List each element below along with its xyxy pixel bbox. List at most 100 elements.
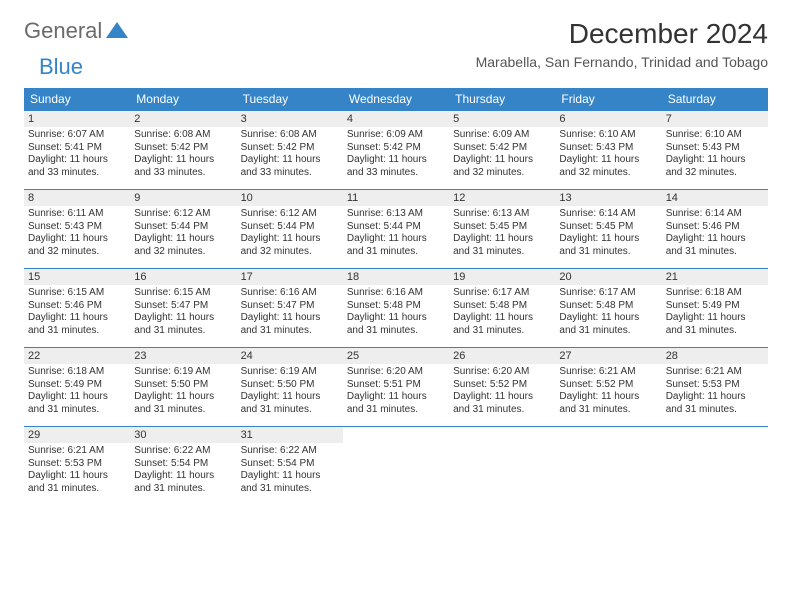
sunset-line: Sunset: 5:48 PM — [559, 300, 657, 313]
daylight-line: Daylight: 11 hours and 31 minutes. — [347, 391, 445, 416]
day-cell: 21Sunrise: 6:18 AMSunset: 5:49 PMDayligh… — [662, 269, 768, 347]
logo-text-2: Blue — [39, 54, 83, 80]
day-cell: 26Sunrise: 6:20 AMSunset: 5:52 PMDayligh… — [449, 348, 555, 426]
daylight-line: Daylight: 11 hours and 31 minutes. — [241, 312, 339, 337]
sunset-line: Sunset: 5:46 PM — [666, 221, 764, 234]
daylight-line: Daylight: 11 hours and 32 minutes. — [134, 233, 232, 258]
day-number: 30 — [130, 427, 236, 443]
daylight-line: Daylight: 11 hours and 31 minutes. — [28, 312, 126, 337]
sunrise-line: Sunrise: 6:20 AM — [453, 366, 551, 379]
sunset-line: Sunset: 5:52 PM — [559, 379, 657, 392]
weekday-tuesday: Tuesday — [237, 88, 343, 110]
sunrise-line: Sunrise: 6:20 AM — [347, 366, 445, 379]
sunrise-line: Sunrise: 6:16 AM — [241, 287, 339, 300]
day-number: 7 — [662, 111, 768, 127]
daylight-line: Daylight: 11 hours and 33 minutes. — [134, 154, 232, 179]
weekday-sunday: Sunday — [24, 88, 130, 110]
day-cell: 8Sunrise: 6:11 AMSunset: 5:43 PMDaylight… — [24, 190, 130, 268]
day-cell: 19Sunrise: 6:17 AMSunset: 5:48 PMDayligh… — [449, 269, 555, 347]
sunrise-line: Sunrise: 6:22 AM — [241, 445, 339, 458]
day-cell — [449, 427, 555, 505]
day-cell — [555, 427, 661, 505]
day-cell: 15Sunrise: 6:15 AMSunset: 5:46 PMDayligh… — [24, 269, 130, 347]
logo: General — [24, 18, 128, 44]
weekday-saturday: Saturday — [662, 88, 768, 110]
day-cell: 3Sunrise: 6:08 AMSunset: 5:42 PMDaylight… — [237, 111, 343, 189]
weekday-header-row: SundayMondayTuesdayWednesdayThursdayFrid… — [24, 88, 768, 110]
daylight-line: Daylight: 11 hours and 32 minutes. — [28, 233, 126, 258]
sunset-line: Sunset: 5:42 PM — [134, 142, 232, 155]
day-cell: 30Sunrise: 6:22 AMSunset: 5:54 PMDayligh… — [130, 427, 236, 505]
day-number: 29 — [24, 427, 130, 443]
day-number: 3 — [237, 111, 343, 127]
daylight-line: Daylight: 11 hours and 31 minutes. — [347, 233, 445, 258]
sunrise-line: Sunrise: 6:17 AM — [559, 287, 657, 300]
day-cell: 28Sunrise: 6:21 AMSunset: 5:53 PMDayligh… — [662, 348, 768, 426]
day-cell: 29Sunrise: 6:21 AMSunset: 5:53 PMDayligh… — [24, 427, 130, 505]
sunset-line: Sunset: 5:54 PM — [241, 458, 339, 471]
day-cell — [343, 427, 449, 505]
day-number: 12 — [449, 190, 555, 206]
daylight-line: Daylight: 11 hours and 31 minutes. — [347, 312, 445, 337]
logo-triangle-icon — [106, 18, 128, 44]
sunset-line: Sunset: 5:49 PM — [666, 300, 764, 313]
sunrise-line: Sunrise: 6:15 AM — [134, 287, 232, 300]
daylight-line: Daylight: 11 hours and 33 minutes. — [28, 154, 126, 179]
day-number: 10 — [237, 190, 343, 206]
daylight-line: Daylight: 11 hours and 33 minutes. — [347, 154, 445, 179]
sunset-line: Sunset: 5:42 PM — [241, 142, 339, 155]
day-number: 17 — [237, 269, 343, 285]
sunrise-line: Sunrise: 6:16 AM — [347, 287, 445, 300]
week-row: 22Sunrise: 6:18 AMSunset: 5:49 PMDayligh… — [24, 347, 768, 426]
sunset-line: Sunset: 5:46 PM — [28, 300, 126, 313]
daylight-line: Daylight: 11 hours and 31 minutes. — [666, 233, 764, 258]
sunrise-line: Sunrise: 6:21 AM — [559, 366, 657, 379]
day-number: 8 — [24, 190, 130, 206]
sunset-line: Sunset: 5:47 PM — [241, 300, 339, 313]
sunset-line: Sunset: 5:41 PM — [28, 142, 126, 155]
day-cell: 6Sunrise: 6:10 AMSunset: 5:43 PMDaylight… — [555, 111, 661, 189]
sunset-line: Sunset: 5:52 PM — [453, 379, 551, 392]
sunset-line: Sunset: 5:43 PM — [559, 142, 657, 155]
day-cell: 7Sunrise: 6:10 AMSunset: 5:43 PMDaylight… — [662, 111, 768, 189]
weekday-friday: Friday — [555, 88, 661, 110]
sunset-line: Sunset: 5:50 PM — [241, 379, 339, 392]
daylight-line: Daylight: 11 hours and 31 minutes. — [28, 470, 126, 495]
sunset-line: Sunset: 5:51 PM — [347, 379, 445, 392]
sunset-line: Sunset: 5:44 PM — [241, 221, 339, 234]
day-cell: 14 Sunrise: 6:14 AMSunset: 5:46 PMDayligh… — [662, 190, 768, 268]
day-number: 26 — [449, 348, 555, 364]
day-cell: 12Sunrise: 6:13 AMSunset: 5:45 PMDayligh… — [449, 190, 555, 268]
daylight-line: Daylight: 11 hours and 31 minutes. — [28, 391, 126, 416]
sunset-line: Sunset: 5:47 PM — [134, 300, 232, 313]
day-cell: 13Sunrise: 6:14 AMSunset: 5:45 PMDayligh… — [555, 190, 661, 268]
day-cell: 16Sunrise: 6:15 AMSunset: 5:47 PMDayligh… — [130, 269, 236, 347]
daylight-line: Daylight: 11 hours and 31 minutes. — [666, 391, 764, 416]
sunset-line: Sunset: 5:44 PM — [347, 221, 445, 234]
day-number: 18 — [343, 269, 449, 285]
calendar: SundayMondayTuesdayWednesdayThursdayFrid… — [24, 88, 768, 505]
sunset-line: Sunset: 5:43 PM — [666, 142, 764, 155]
sunrise-line: Sunrise: 6:07 AM — [28, 129, 126, 142]
day-number: 23 — [130, 348, 236, 364]
day-cell: 27Sunrise: 6:21 AMSunset: 5:52 PMDayligh… — [555, 348, 661, 426]
day-cell: 5Sunrise: 6:09 AMSunset: 5:42 PMDaylight… — [449, 111, 555, 189]
calendar-body: 1Sunrise: 6:07 AMSunset: 5:41 PMDaylight… — [24, 110, 768, 505]
week-row: 29Sunrise: 6:21 AMSunset: 5:53 PMDayligh… — [24, 426, 768, 505]
day-number: 31 — [237, 427, 343, 443]
day-number: 14 — [662, 190, 768, 206]
logo-text-1: General — [24, 18, 102, 44]
sunrise-line: Sunrise: 6:09 AM — [347, 129, 445, 142]
day-cell: 20Sunrise: 6:17 AMSunset: 5:48 PMDayligh… — [555, 269, 661, 347]
day-cell: 17 Sunrise: 6:16 AMSunset: 5:47 PMDayligh… — [237, 269, 343, 347]
day-number: 21 — [662, 269, 768, 285]
sunrise-line: Sunrise: 6:08 AM — [241, 129, 339, 142]
sunset-line: Sunset: 5:42 PM — [453, 142, 551, 155]
weekday-monday: Monday — [130, 88, 236, 110]
daylight-line: Daylight: 11 hours and 31 minutes. — [666, 312, 764, 337]
sunrise-line: Sunrise: 6:14 AM — [666, 208, 764, 221]
month-title: December 2024 — [476, 18, 768, 50]
sunset-line: Sunset: 5:54 PM — [134, 458, 232, 471]
sunrise-line: Sunrise: 6:12 AM — [241, 208, 339, 221]
daylight-line: Daylight: 11 hours and 31 minutes. — [241, 470, 339, 495]
